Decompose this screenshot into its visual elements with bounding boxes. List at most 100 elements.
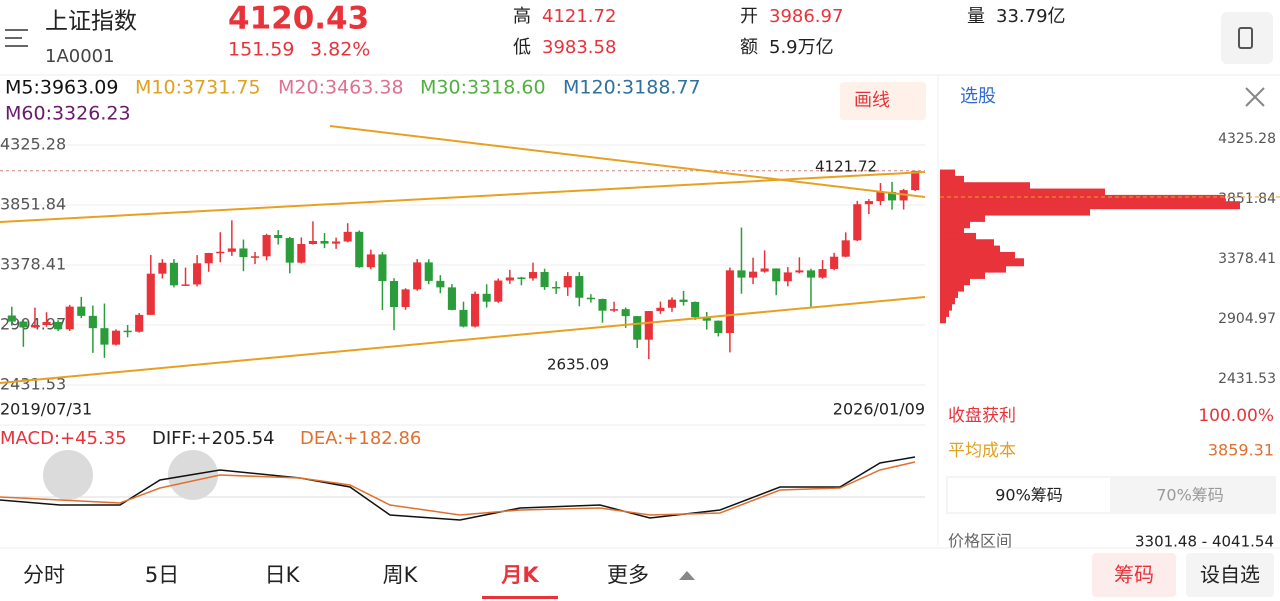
chip-bar xyxy=(940,232,976,241)
cost-label: 平均成本 xyxy=(948,441,1016,461)
candle-body xyxy=(355,231,364,268)
ma-label: M10:3731.75 xyxy=(135,77,261,99)
chip-tab[interactable]: 90%筹码 xyxy=(995,486,1063,505)
chip-tab[interactable]: 70%筹码 xyxy=(1156,486,1224,505)
chip-bar xyxy=(940,226,964,235)
chip-bar xyxy=(940,245,1000,254)
y-tick-label: 3378.41 xyxy=(1218,251,1276,267)
y-tick-label: 3851.84 xyxy=(0,195,66,214)
chip-bar xyxy=(940,194,1225,203)
candle-body xyxy=(239,248,248,258)
y-tick-label: 3378.41 xyxy=(0,254,66,273)
candle-body xyxy=(725,270,734,333)
candle-body xyxy=(250,256,260,258)
tab[interactable]: 分时 xyxy=(23,563,65,587)
candle-body xyxy=(343,231,352,242)
candle-body xyxy=(100,328,109,345)
candle-body xyxy=(656,307,665,312)
chip-bar xyxy=(940,213,985,222)
more-arrow[interactable] xyxy=(679,571,695,580)
dea-line xyxy=(0,461,916,516)
chip-bar xyxy=(940,270,985,279)
candle-body xyxy=(146,273,155,315)
menu-icon[interactable] xyxy=(5,29,28,47)
y-tick-label: 2904.97 xyxy=(1218,311,1276,327)
candle-body xyxy=(7,315,16,322)
candle-body xyxy=(864,201,873,205)
change: 151.59 xyxy=(228,39,294,61)
chip-bar xyxy=(940,207,1090,216)
candle-body xyxy=(818,268,827,278)
low-label: 低 xyxy=(513,37,531,58)
open: 3986.97 xyxy=(769,6,843,27)
candle-body xyxy=(459,309,468,327)
tab[interactable]: 5日 xyxy=(145,563,179,587)
end-date: 2026/01/09 xyxy=(833,400,925,419)
amount: 5.9万亿 xyxy=(769,37,834,58)
index-code: 1A0001 xyxy=(45,46,115,67)
range: 3301.48 - 4041.54 xyxy=(1135,533,1274,551)
range-label: 价格区间 xyxy=(948,532,1012,551)
amount-label: 额 xyxy=(740,37,758,58)
chip-bar xyxy=(940,302,952,311)
tab[interactable]: 更多 xyxy=(607,563,649,587)
candle-body xyxy=(749,271,758,278)
candle-body xyxy=(88,315,97,329)
candle-body xyxy=(806,270,816,278)
tab[interactable]: 周K xyxy=(383,563,419,587)
trend-line xyxy=(0,171,926,223)
candle-body xyxy=(563,276,572,288)
chips-button[interactable] xyxy=(1092,553,1176,597)
candle-body xyxy=(262,235,271,257)
candle-body xyxy=(517,277,526,279)
tab[interactable]: 月K xyxy=(500,563,539,587)
candle-body xyxy=(447,287,456,310)
chip-tab-active[interactable] xyxy=(948,478,1110,512)
candle-body xyxy=(586,297,595,300)
tab[interactable]: 日K xyxy=(265,563,301,587)
add-button[interactable] xyxy=(1186,553,1274,597)
candle-body xyxy=(227,248,236,252)
candle-body xyxy=(111,330,121,345)
candle-body xyxy=(783,272,792,282)
trend-line xyxy=(329,125,926,198)
candle-body xyxy=(204,253,213,264)
close-icon[interactable] xyxy=(1245,87,1265,107)
candle-body xyxy=(795,270,804,273)
candle-body xyxy=(853,204,862,241)
candle-body xyxy=(691,301,700,318)
high: 4121.72 xyxy=(542,6,616,27)
candle-body xyxy=(667,299,677,308)
cost: 3859.31 xyxy=(1208,441,1274,460)
candle-body xyxy=(610,309,619,311)
candle-body xyxy=(424,262,433,281)
trend-line xyxy=(0,296,926,384)
candle-body xyxy=(158,262,167,274)
index-name: 上证指数 xyxy=(45,9,137,35)
chip-bar xyxy=(940,188,1105,197)
draw-button[interactable] xyxy=(840,82,926,120)
chips-button-label: 筹码 xyxy=(1114,563,1154,587)
chip-bar xyxy=(940,220,970,229)
candle-body xyxy=(911,170,920,191)
candle-body xyxy=(760,268,769,272)
candle-body xyxy=(621,309,630,317)
candle-body xyxy=(772,268,781,282)
candle-body xyxy=(30,324,40,328)
pick-label[interactable]: 选股 xyxy=(960,86,996,107)
candle-body xyxy=(575,276,584,298)
candle-body xyxy=(679,299,688,302)
y-tick-label: 2431.53 xyxy=(1218,371,1276,387)
candle-body xyxy=(123,330,132,333)
candle-body xyxy=(401,289,410,307)
ma-label: M30:3318.60 xyxy=(420,77,546,99)
draw-button-label: 画线 xyxy=(854,90,890,111)
prev-button[interactable] xyxy=(43,450,93,500)
candle-body xyxy=(389,281,399,307)
candle-body xyxy=(42,321,51,325)
device-button[interactable] xyxy=(1221,12,1273,64)
diff-line xyxy=(0,456,916,521)
candle-body xyxy=(598,299,607,311)
candle-body xyxy=(505,277,514,281)
